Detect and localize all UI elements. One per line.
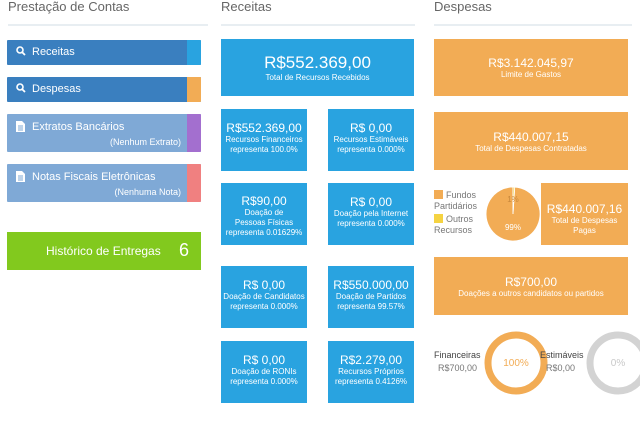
total-recebido-label: Total de Recursos Recebidos xyxy=(265,73,370,82)
notas-fiscais-button[interactable]: Notas Fiscais Eletrônicas (Nenhuma Nota) xyxy=(7,164,201,202)
despesas-button[interactable]: Despesas xyxy=(7,77,201,102)
receita-tile-label: Doação de Candidatos xyxy=(223,292,305,301)
receita-tile-percent: representa 100.0% xyxy=(230,145,298,154)
despesas-pagas-value: R$440.007,16 xyxy=(546,202,623,216)
limite-gastos-value: R$3.142.045,97 xyxy=(488,56,574,70)
despesas-pagas-tile: R$440.007,16 Total de Despesas Pagas xyxy=(541,183,628,245)
search-icon xyxy=(16,83,26,96)
limite-gastos-tile: R$3.142.045,97 Limite de Gastos xyxy=(434,39,628,96)
document-icon xyxy=(16,121,25,135)
receita-tile: R$ 0,00 Doação de Candidatos representa … xyxy=(221,266,307,328)
legend-item-outros: Outros Recursos xyxy=(434,214,489,236)
receita-tile-label: Doação de Partidos xyxy=(335,292,407,301)
receitas-color-stripe xyxy=(187,40,201,65)
receitas-button-label: Receitas xyxy=(32,46,75,58)
receita-tile-label: Recursos Estimáveis xyxy=(333,135,409,144)
limite-gastos-label: Limite de Gastos xyxy=(500,70,562,79)
receitas-heading: Receitas xyxy=(221,0,272,14)
financeiras-percent: 100% xyxy=(503,358,529,369)
despesas-color-stripe xyxy=(187,77,201,102)
legend-label-outros: Outros Recursos xyxy=(434,214,474,235)
receitas-button[interactable]: Receitas xyxy=(7,40,201,65)
despesas-pie-chart: 1% 99% xyxy=(485,186,541,242)
total-recebido-value: R$552.369,00 xyxy=(264,53,371,72)
receita-tile: R$ 0,00 Doação pela Internet representa … xyxy=(328,183,414,245)
search-icon xyxy=(16,46,26,59)
despesas-rule xyxy=(434,24,632,26)
historico-entregas-count: 6 xyxy=(179,240,190,260)
doacoes-outros-value: R$700,00 xyxy=(504,275,558,289)
doacoes-outros-label: Doações a outros candidatos ou partidos xyxy=(458,289,604,298)
receita-tile-percent: representa 0.000% xyxy=(230,302,298,311)
receita-tile-value: R$90,00 xyxy=(241,194,287,208)
receita-tile-value: R$ 0,00 xyxy=(242,353,286,367)
receita-tile: R$550.000,00 Doação de Partidos represen… xyxy=(328,266,414,328)
receita-tile: R$2.279,00 Recursos Próprios representa … xyxy=(328,341,414,403)
estimaveis-label: Estimáveis xyxy=(540,350,584,360)
pie-slice-outros xyxy=(512,186,516,215)
extratos-button[interactable]: Extratos Bancários (Nenhum Extrato) xyxy=(7,114,201,152)
financeiras-ring: 100% xyxy=(484,331,548,395)
notas-fiscais-button-sublabel: (Nenhuma Nota) xyxy=(114,187,181,197)
prestacao-rule xyxy=(8,24,208,26)
receita-tile-value: R$ 0,00 xyxy=(242,278,286,292)
despesas-heading: Despesas xyxy=(434,0,492,14)
total-recebido-tile: R$552.369,00 Total de Recursos Recebidos xyxy=(221,39,414,96)
financeiras-label: Financeiras xyxy=(434,350,481,360)
receita-tile: R$552.369,00 Recursos Financeiros repres… xyxy=(221,109,307,171)
pie-label-fundos: 99% xyxy=(505,223,521,232)
legend-label-fundos: Fundos Partidários xyxy=(434,190,478,211)
receita-tile-value: R$552.369,00 xyxy=(226,121,302,135)
receita-tile-label: Doação de RONIs xyxy=(231,367,297,376)
receita-tile-label: Doação de Pessoas Físicas xyxy=(234,208,294,227)
doacoes-outros-tile: R$700,00 Doações a outros candidatos ou … xyxy=(434,257,628,315)
historico-entregas-button[interactable]: Histórico de Entregas 6 xyxy=(7,232,201,270)
financeiras-value: R$700,00 xyxy=(438,363,478,373)
estimaveis-percent: 0% xyxy=(611,358,626,369)
historico-entregas-label: Histórico de Entregas xyxy=(46,244,161,258)
receita-tile-label: Recursos Próprios xyxy=(338,367,404,376)
legend-swatch-outros xyxy=(434,214,443,223)
receita-tile-percent: representa 99.57% xyxy=(337,302,405,311)
receita-tile-value: R$550.000,00 xyxy=(333,278,409,292)
extratos-button-sublabel: (Nenhum Extrato) xyxy=(109,137,181,147)
receita-tile-value: R$ 0,00 xyxy=(349,195,393,209)
receita-tile-value: R$ 0,00 xyxy=(349,121,393,135)
notas-fiscais-button-label: Notas Fiscais Eletrônicas xyxy=(32,171,156,183)
receita-tile: R$90,00 Doação de Pessoas Físicas repres… xyxy=(221,183,307,245)
receita-tile-percent: representa 0.000% xyxy=(230,377,298,386)
despesas-contratadas-tile: R$440.007,15 Total de Despesas Contratad… xyxy=(434,112,628,170)
receita-tile-value: R$2.279,00 xyxy=(339,353,403,367)
estimaveis-value: R$0,00 xyxy=(546,363,576,373)
extratos-color-stripe xyxy=(187,114,201,152)
receita-tile-label: Recursos Financeiros xyxy=(225,135,303,144)
despesas-button-label: Despesas xyxy=(32,83,81,95)
receita-tile-percent: representa 0.01629% xyxy=(225,228,303,237)
despesas-contratadas-label: Total de Despesas Contratadas xyxy=(475,144,587,153)
despesas-pagas-label: Total de Despesas Pagas xyxy=(551,216,618,235)
receita-tile-percent: representa 0.000% xyxy=(337,219,405,228)
receita-tile: R$ 0,00 Recursos Estimáveis representa 0… xyxy=(328,109,414,171)
legend-item-fundos: Fundos Partidários xyxy=(434,190,489,212)
estimaveis-ring: 0% xyxy=(586,331,640,395)
receita-tile-percent: representa 0.4126% xyxy=(334,377,408,386)
notas-fiscais-color-stripe xyxy=(187,164,201,202)
receita-tile-label: Doação pela Internet xyxy=(333,209,409,218)
document-icon xyxy=(16,171,25,185)
receitas-rule xyxy=(221,24,415,26)
extratos-button-label: Extratos Bancários xyxy=(32,121,125,133)
prestacao-heading: Prestação de Contas xyxy=(8,0,130,14)
legend-swatch-fundos xyxy=(434,190,443,199)
receita-tile-percent: representa 0.000% xyxy=(337,145,405,154)
receita-tile: R$ 0,00 Doação de RONIs representa 0.000… xyxy=(221,341,307,403)
despesas-contratadas-value: R$440.007,15 xyxy=(493,130,569,144)
pie-legend: Fundos Partidários Outros Recursos xyxy=(434,190,489,236)
pie-label-outros: 1% xyxy=(507,195,519,204)
